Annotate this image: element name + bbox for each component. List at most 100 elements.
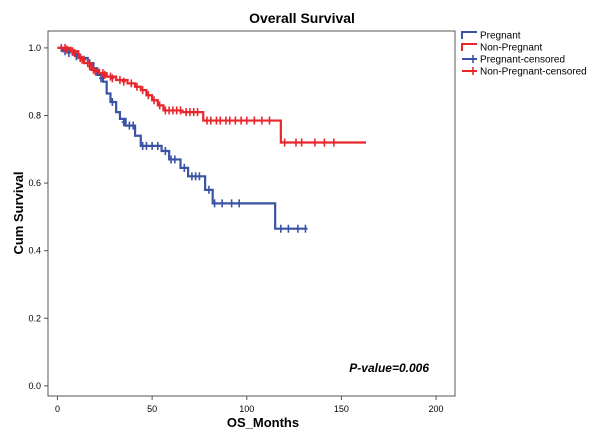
censor-mark-pregnant — [140, 141, 145, 150]
legend-item: Pregnant-censored — [462, 55, 565, 66]
censor-mark-non-pregnant — [267, 116, 272, 125]
censor-mark-non-pregnant — [174, 106, 179, 115]
x-tick-label: 0 — [55, 404, 60, 414]
legend-swatch — [461, 43, 477, 51]
legend-item: Non-Pregnant-censored — [462, 67, 587, 78]
series-layer — [57, 43, 367, 233]
censor-mark-non-pregnant — [110, 74, 115, 83]
plot-frame — [47, 30, 456, 397]
censor-mark-pregnant — [220, 199, 225, 208]
censor-mark-pregnant — [197, 172, 202, 181]
censor-mark-non-pregnant — [259, 116, 264, 125]
censor-mark-pregnant — [295, 224, 300, 233]
legend-label: Pregnant-censored — [480, 55, 565, 66]
censor-mark-non-pregnant — [152, 96, 157, 105]
censor-mark-pregnant — [127, 121, 132, 130]
chart-title: Overall Survival — [249, 10, 355, 26]
censor-mark-non-pregnant — [140, 86, 145, 95]
y-axis-ticks: 0.0 0.2 0.4 0.6 0.8 1.0 — [28, 43, 48, 391]
legend-swatch — [461, 31, 477, 39]
censor-mark-pregnant — [110, 97, 115, 106]
censor-mark-non-pregnant — [195, 108, 200, 117]
censor-mark-non-pregnant — [312, 138, 317, 147]
legend-item: Non-Pregnant — [461, 43, 542, 54]
censor-mark-pregnant — [163, 146, 168, 155]
censor-mark-non-pregnant — [178, 106, 183, 115]
censor-mark-non-pregnant — [208, 116, 213, 125]
x-axis-ticks: 0 50 100 150 200 — [55, 396, 444, 414]
y-tick-label: 1.0 — [28, 43, 41, 53]
censor-mark-non-pregnant — [331, 138, 336, 147]
y-tick-label: 0.8 — [28, 110, 41, 120]
censor-mark-non-pregnant — [214, 116, 219, 125]
censor-mark-non-pregnant — [244, 116, 249, 125]
censor-mark-pregnant — [150, 141, 155, 150]
censor-mark-pregnant — [286, 224, 291, 233]
legend-label: Non-Pregnant — [480, 43, 542, 54]
censor-mark-non-pregnant — [134, 82, 139, 91]
censor-mark-non-pregnant — [239, 116, 244, 125]
censor-mark-pregnant — [169, 155, 174, 164]
censor-mark-non-pregnant — [223, 116, 228, 125]
censor-mark-non-pregnant — [80, 55, 85, 64]
series-line-pregnant — [57, 46, 308, 230]
p-value-annotation: P-value=0.006 — [349, 361, 429, 375]
censor-mark-non-pregnant — [191, 108, 196, 117]
censor-mark-non-pregnant — [170, 106, 175, 115]
censor-mark-non-pregnant — [163, 106, 168, 115]
censor-mark-pregnant — [182, 163, 187, 172]
x-tick-label: 150 — [334, 404, 349, 414]
censor-mark-non-pregnant — [322, 138, 327, 147]
censor-mark-pregnant — [131, 121, 136, 130]
censor-mark-pregnant — [212, 199, 217, 208]
censor-mark-non-pregnant — [157, 101, 162, 110]
censor-mark-pregnant — [237, 199, 242, 208]
censor-mark-non-pregnant — [187, 108, 192, 117]
censor-mark-pregnant — [193, 172, 198, 181]
censor-mark-non-pregnant — [227, 116, 232, 125]
censor-mark-non-pregnant — [121, 77, 126, 86]
censor-mark-non-pregnant — [252, 116, 257, 125]
censor-mark-non-pregnant — [184, 108, 189, 117]
censor-mark-pregnant — [172, 155, 177, 164]
censor-mark-non-pregnant — [117, 76, 122, 85]
censor-mark-non-pregnant — [72, 48, 77, 57]
censor-mark-pregnant — [189, 172, 194, 181]
y-axis-label: Cum Survival — [11, 171, 26, 254]
legend-label: Non-Pregnant-censored — [480, 67, 587, 78]
censor-mark-non-pregnant — [87, 62, 92, 71]
x-tick-label: 100 — [239, 404, 254, 414]
censor-mark-pregnant — [99, 74, 104, 83]
censor-mark-pregnant — [206, 185, 211, 194]
x-tick-label: 200 — [429, 404, 444, 414]
censor-mark-non-pregnant — [218, 116, 223, 125]
y-tick-label: 0.2 — [28, 313, 41, 323]
censor-mark-pregnant — [278, 224, 283, 233]
censor-mark-non-pregnant — [93, 67, 98, 76]
x-tick-label: 50 — [147, 404, 157, 414]
y-tick-label: 0.0 — [28, 381, 41, 391]
censor-mark-pregnant — [121, 118, 126, 127]
legend-label: Pregnant — [480, 31, 521, 42]
censor-mark-non-pregnant — [233, 116, 238, 125]
censor-mark-pregnant — [229, 199, 234, 208]
censor-mark-pregnant — [155, 141, 160, 150]
y-tick-label: 0.4 — [28, 246, 41, 256]
censor-mark-pregnant — [303, 224, 308, 233]
censor-mark-non-pregnant — [146, 91, 151, 100]
y-tick-label: 0.6 — [28, 178, 41, 188]
censor-mark-non-pregnant — [102, 70, 107, 79]
censor-mark-non-pregnant — [129, 79, 134, 88]
x-axis-label: OS_Months — [227, 415, 299, 430]
censor-mark-non-pregnant — [64, 45, 69, 54]
censor-mark-non-pregnant — [205, 116, 210, 125]
censor-mark-non-pregnant — [59, 43, 64, 52]
legend: PregnantNon-PregnantPregnant-censoredNon… — [461, 31, 587, 78]
censor-mark-non-pregnant — [293, 138, 298, 147]
legend-item: Pregnant — [461, 31, 521, 42]
censor-mark-non-pregnant — [167, 106, 172, 115]
censor-mark-pregnant — [144, 141, 149, 150]
censor-mark-non-pregnant — [299, 138, 304, 147]
censor-mark-non-pregnant — [282, 138, 287, 147]
